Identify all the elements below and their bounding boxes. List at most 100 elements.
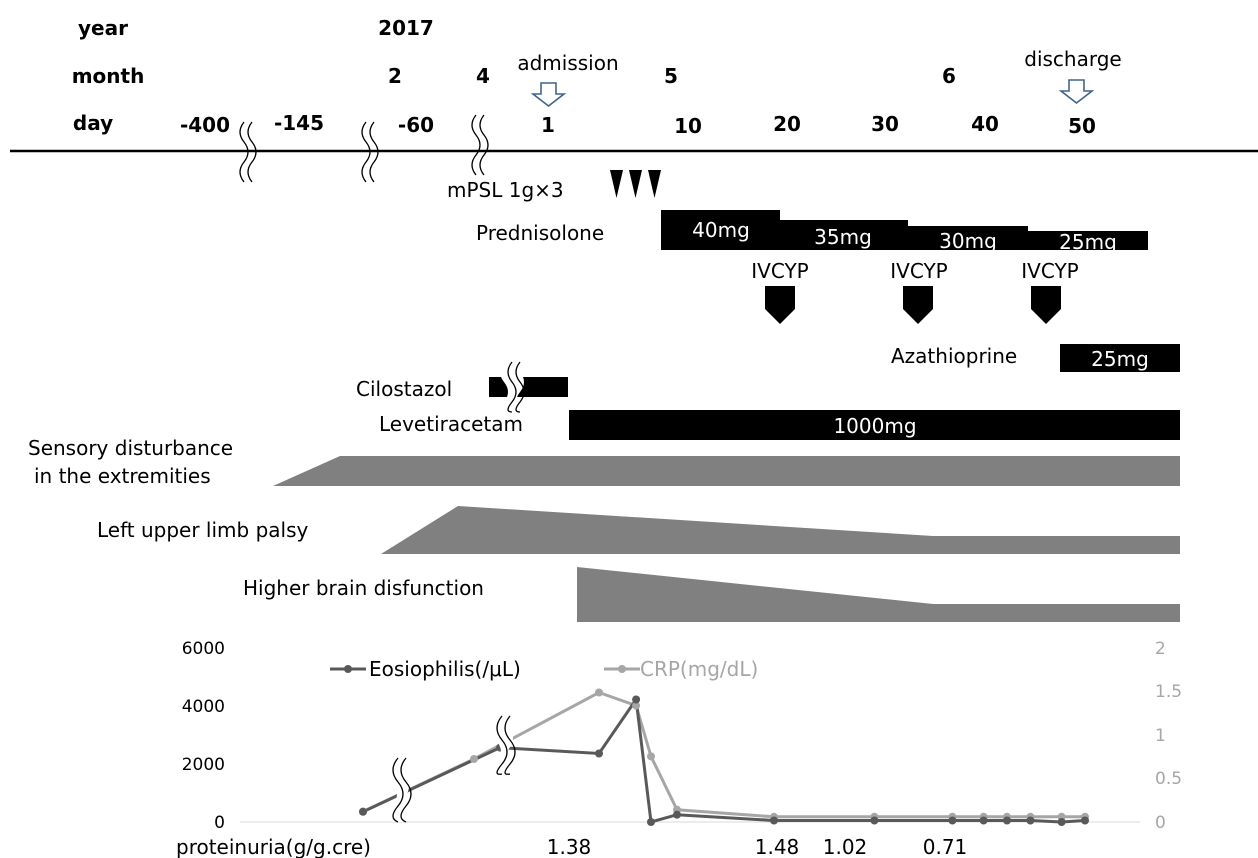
eosinophils-point — [1003, 816, 1011, 825]
eosinophils-point — [1057, 818, 1066, 826]
prednisolone-bar — [908, 226, 1028, 250]
crp-point — [470, 755, 478, 763]
crp-point — [647, 752, 655, 761]
day-label: -60 — [398, 113, 434, 137]
day-label: -145 — [274, 111, 324, 135]
sensory-label: in the extremities — [34, 464, 211, 488]
legend-eos-marker — [344, 665, 352, 673]
mpsl-pulse-icon — [648, 170, 661, 198]
right-axis-tick: 2 — [1155, 639, 1166, 659]
chart-break-icon — [387, 757, 412, 823]
mpsl-label: mPSL 1g×3 — [447, 178, 564, 202]
month-label: 2 — [388, 64, 402, 88]
month-label: 4 — [476, 64, 490, 88]
eosinophils-point — [1026, 816, 1035, 825]
legend-eos-label: Eosiophilis(/μL) — [369, 657, 521, 681]
right-axis-tick: 0 — [1155, 813, 1166, 833]
proteinuria-value: 0.71 — [923, 835, 968, 858]
day-label: 1 — [541, 113, 555, 137]
ivcyp-label: IVCYP — [751, 259, 808, 283]
discharge-label: discharge — [1024, 47, 1121, 71]
admission-arrow-icon — [530, 82, 567, 108]
azathioprine-bar — [1060, 344, 1180, 372]
month-label: 6 — [942, 64, 956, 88]
row-label-day: day — [73, 111, 113, 135]
day-label: 10 — [674, 114, 702, 138]
year-value: 2017 — [378, 16, 434, 40]
ivcyp-pentagon-icon — [1031, 286, 1061, 324]
sensory-label: Sensory disturbance — [28, 436, 233, 460]
proteinuria-value: 1.02 — [823, 835, 868, 858]
lab-values-chart: 6000 4000 2000 0 2 1.5 1 0.5 0 Eosiophil… — [176, 639, 1182, 858]
prednisolone-bar — [1028, 231, 1148, 250]
prednisolone-bar — [661, 210, 780, 250]
day-label: 30 — [871, 112, 899, 136]
eosinophils-point — [673, 810, 681, 819]
cilostazol-label: Cilostazol — [356, 377, 452, 401]
eosinophils-point — [948, 816, 957, 825]
bar-break-icon — [500, 361, 525, 413]
crp-point — [595, 688, 603, 697]
admission-label: admission — [517, 51, 618, 75]
eosinophils-point — [647, 818, 655, 826]
levetiracetam-label: Levetiracetam — [379, 412, 523, 436]
ivcyp-label: IVCYP — [1021, 259, 1078, 283]
prednisolone-label: Prednisolone — [476, 221, 604, 245]
day-label: 20 — [773, 112, 801, 136]
chart-break-icon — [491, 715, 516, 775]
eosinophils-point — [1081, 816, 1089, 825]
left-axis-tick: 4000 — [182, 697, 225, 717]
prednisolone-bar — [780, 220, 908, 250]
eosinophils-point — [770, 816, 778, 825]
discharge-arrow-icon — [1058, 79, 1095, 105]
left-axis-tick: 6000 — [182, 639, 225, 659]
ivcyp-pentagon-icon — [903, 286, 933, 324]
prednisolone-dose: 40mg — [692, 218, 750, 242]
row-label-year: year — [78, 16, 128, 40]
crp-series-line — [362, 690, 1085, 819]
proteinuria-value: 1.48 — [755, 835, 800, 858]
crp-point — [632, 701, 641, 710]
eosinophils-point — [359, 807, 367, 816]
cilostazol-bar — [489, 377, 568, 397]
right-axis-tick: 1 — [1155, 726, 1166, 746]
prednisolone-dose: 30mg — [939, 229, 997, 253]
axis-break-icon — [239, 121, 257, 183]
ivcyp-label: IVCYP — [890, 259, 947, 283]
month-label: 5 — [664, 64, 678, 88]
prednisolone-dose: 35mg — [814, 225, 872, 249]
mpsl-pulse-icon — [629, 170, 642, 198]
right-axis-tick: 0.5 — [1155, 769, 1182, 789]
legend-crp-label: CRP(mg/dL) — [640, 657, 758, 681]
proteinuria-value: 1.38 — [547, 835, 592, 858]
eosinophils-point — [632, 695, 641, 704]
eosinophils-point — [595, 749, 603, 758]
axis-break-icon — [471, 114, 489, 176]
day-label: 40 — [971, 112, 999, 136]
day-label: -400 — [180, 113, 230, 137]
axis-break-icon — [361, 121, 379, 183]
azathioprine-dose: 25mg — [1091, 347, 1149, 371]
crp-points — [359, 688, 1089, 821]
azathioprine-label: Azathioprine — [891, 344, 1017, 368]
right-axis-tick: 1.5 — [1155, 682, 1182, 702]
eosinophils-point — [979, 816, 988, 825]
row-label-month: month — [72, 64, 145, 88]
mpsl-pulse-icon — [610, 170, 623, 198]
eosinophils-point — [870, 816, 879, 825]
proteinuria-label: proteinuria(g/g.cre) — [176, 835, 371, 858]
day-label: 50 — [1068, 114, 1096, 138]
palsy-label: Left upper limb palsy — [97, 518, 309, 542]
left-axis-tick: 2000 — [182, 755, 225, 775]
legend-crp-marker — [618, 665, 626, 673]
levetiracetam-bar — [569, 410, 1180, 440]
left-upper-limb-palsy-band — [381, 506, 1180, 554]
higher-brain-disfunction-band — [577, 567, 1180, 622]
sensory-disturbance-band — [273, 456, 1180, 486]
brain-label: Higher brain disfunction — [243, 576, 484, 600]
levetiracetam-dose: 1000mg — [833, 414, 916, 438]
left-axis-tick: 0 — [214, 813, 225, 833]
ivcyp-pentagon-icon — [765, 286, 795, 324]
prednisolone-dose: 25mg — [1059, 230, 1117, 254]
